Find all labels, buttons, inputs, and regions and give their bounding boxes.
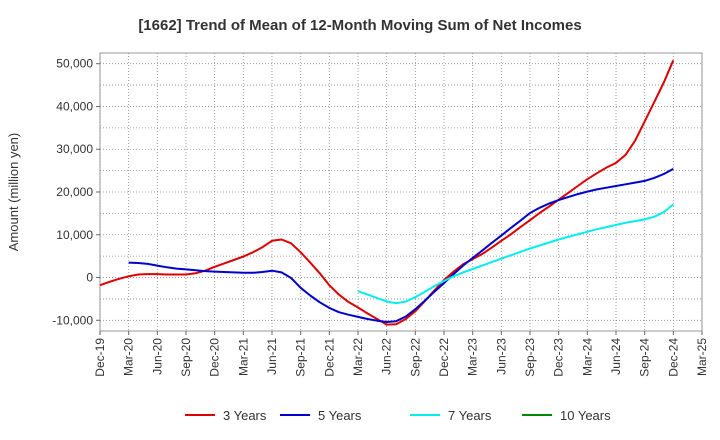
y-tick-label: 10,000 <box>56 228 93 242</box>
series-line-3-years <box>99 59 675 326</box>
series-line-5-years <box>128 168 674 323</box>
series-lines <box>99 59 675 326</box>
x-tick-label: Dec-23 <box>552 338 566 377</box>
x-tick-label: Sep-20 <box>179 338 193 377</box>
x-tick-label: Mar-22 <box>351 338 365 376</box>
x-tick-label: Dec-20 <box>208 338 222 377</box>
x-tick-label: Dec-22 <box>437 338 451 377</box>
x-axis-ticks: Dec-19 Mar-20 Jun-20 Sep-20 Dec-20 Mar-21 Jun-… <box>93 331 709 377</box>
x-tick-label: Mar-25 <box>695 338 709 376</box>
y-axis-ticks: -10,000 0 10,000 20,000 30,000 40,000 50,000 <box>52 57 100 327</box>
legend-label: 10 Years <box>560 408 611 423</box>
x-tick-label: Jun-20 <box>150 338 164 375</box>
legend-label: 3 Years <box>223 408 267 423</box>
y-tick-label: -10,000 <box>52 313 93 327</box>
x-tick-label: Mar-21 <box>236 338 250 376</box>
y-tick-label: 0 <box>86 271 93 285</box>
x-tick-label: Dec-19 <box>93 338 107 377</box>
legend-label: 7 Years <box>448 408 492 423</box>
y-tick-label: 40,000 <box>56 99 93 113</box>
x-tick-label: Mar-24 <box>580 338 594 376</box>
grid-lines <box>99 53 703 331</box>
x-tick-label: Jun-23 <box>494 338 508 375</box>
y-tick-label: 50,000 <box>56 57 93 71</box>
chart-title: [1662] Trend of Mean of 12-Month Moving … <box>138 17 581 34</box>
x-tick-label: Sep-22 <box>408 338 422 377</box>
x-tick-label: Mar-23 <box>466 338 480 376</box>
x-tick-label: Jun-22 <box>380 338 394 375</box>
y-axis-label: Amount (million yen) <box>6 133 21 252</box>
y-tick-label: 30,000 <box>56 142 93 156</box>
legend: 3 Years 5 Years 7 Years 10 Years <box>185 408 611 423</box>
x-tick-label: Sep-23 <box>523 338 537 377</box>
x-tick-label: Jun-24 <box>609 338 623 375</box>
x-tick-label: Sep-21 <box>294 338 308 377</box>
series-line-7-years <box>357 203 674 305</box>
x-tick-label: Mar-20 <box>122 338 136 376</box>
x-tick-label: Sep-24 <box>638 338 652 377</box>
x-tick-label: Dec-21 <box>322 338 336 377</box>
legend-label: 5 Years <box>318 408 362 423</box>
y-tick-label: 20,000 <box>56 185 93 199</box>
x-tick-label: Jun-21 <box>265 338 279 375</box>
x-tick-label: Dec-24 <box>666 338 680 377</box>
